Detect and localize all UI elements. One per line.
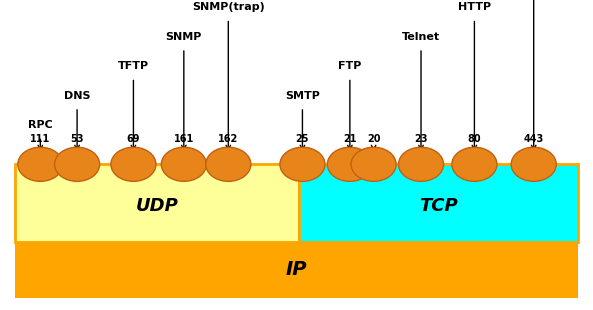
Text: 162: 162 bbox=[218, 134, 238, 144]
Text: 53: 53 bbox=[71, 134, 84, 144]
Text: UDP: UDP bbox=[136, 197, 178, 215]
Bar bbox=[299, 164, 578, 242]
Text: 21: 21 bbox=[343, 134, 356, 144]
Ellipse shape bbox=[327, 147, 372, 181]
Text: 111: 111 bbox=[30, 134, 50, 144]
Text: SNMP(trap): SNMP(trap) bbox=[192, 2, 264, 12]
Text: Telnet: Telnet bbox=[402, 32, 440, 42]
Text: DNS: DNS bbox=[64, 91, 90, 101]
Text: TFTP: TFTP bbox=[118, 61, 149, 71]
Ellipse shape bbox=[206, 147, 251, 181]
Text: SNMP: SNMP bbox=[165, 32, 202, 42]
Text: 80: 80 bbox=[468, 134, 481, 144]
Ellipse shape bbox=[55, 147, 100, 181]
Text: RPC: RPC bbox=[28, 120, 53, 130]
Text: TCP: TCP bbox=[419, 197, 458, 215]
Text: FTP: FTP bbox=[338, 61, 362, 71]
Ellipse shape bbox=[280, 147, 325, 181]
Text: 23: 23 bbox=[415, 134, 428, 144]
Ellipse shape bbox=[161, 147, 206, 181]
Ellipse shape bbox=[452, 147, 497, 181]
Text: 69: 69 bbox=[127, 134, 140, 144]
Bar bbox=[15, 164, 299, 242]
Ellipse shape bbox=[351, 147, 396, 181]
Text: 443: 443 bbox=[524, 134, 544, 144]
Ellipse shape bbox=[398, 147, 444, 181]
Ellipse shape bbox=[18, 147, 63, 181]
Text: 25: 25 bbox=[296, 134, 309, 144]
Bar bbox=[15, 242, 578, 298]
Ellipse shape bbox=[111, 147, 156, 181]
Text: SMTP: SMTP bbox=[285, 91, 320, 101]
Text: HTTP: HTTP bbox=[458, 2, 491, 12]
Ellipse shape bbox=[511, 147, 556, 181]
Text: 20: 20 bbox=[367, 134, 380, 144]
Text: IP: IP bbox=[286, 260, 307, 279]
Text: 161: 161 bbox=[174, 134, 194, 144]
